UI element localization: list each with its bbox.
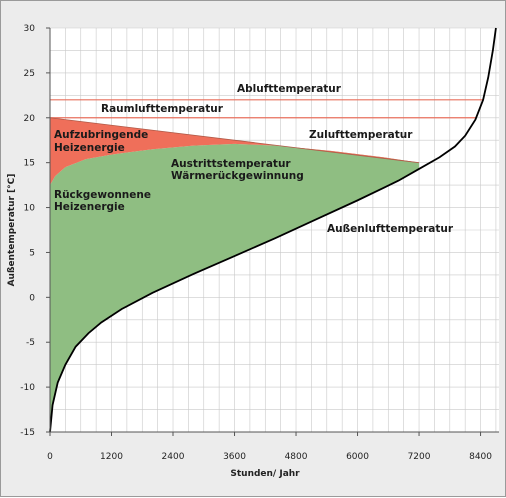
lines [49, 27, 497, 433]
label-recovered-1: Rückgewonnene [54, 189, 151, 201]
x-tick-label: 7200 [408, 452, 431, 462]
y-tick-label: 0 [29, 293, 35, 303]
x-tick-label: 3600 [223, 452, 246, 462]
x-tick-label: 8400 [469, 452, 492, 462]
area-recovered-heat [50, 143, 420, 432]
y-tick-label: -5 [26, 338, 35, 348]
x-tick-label: 6000 [346, 452, 369, 462]
x-axis-label: Stunden/ Jahr [230, 469, 300, 479]
label-austritt-2: Wärmerückgewinnung [171, 170, 304, 182]
y-tick-label: 20 [24, 114, 36, 124]
area-heating-energy [50, 117, 420, 186]
line-zuluft [49, 117, 420, 164]
label-abluft: Ablufttemperatur [237, 83, 342, 95]
x-tick-label: 1200 [100, 452, 123, 462]
x-tick-label: 0 [47, 452, 53, 462]
y-tick-label: -15 [20, 428, 35, 438]
y-tick-label: -10 [20, 383, 35, 393]
label-raumluft: Raumlufttemperatur [101, 103, 224, 115]
label-heating-1: Aufzubringende [54, 129, 148, 141]
y-tick-label: 10 [24, 204, 36, 214]
y-tick-label: 5 [29, 248, 35, 258]
y-tick-label: 30 [24, 24, 36, 34]
y-tick-label: 25 [24, 69, 35, 79]
label-aussen: Außenlufttemperatur [327, 223, 454, 235]
axes [49, 28, 499, 433]
label-zuluft: Zulufttemperatur [309, 129, 413, 141]
y-axis-label: Außentemperatur [°C] [7, 174, 17, 287]
x-tick-label: 4800 [285, 452, 308, 462]
y-tick-label: 15 [24, 159, 35, 169]
label-austritt-1: Austrittstemperatur [171, 158, 291, 170]
ticks: 0 1200 2400 3600 4800 6000 7200 8400 -15 -10 -5 0 5 1… [20, 24, 492, 462]
label-heating-2: Heizenergie [54, 142, 125, 154]
label-recovered-2: Heizenergie [54, 201, 125, 213]
x-tick-label: 2400 [162, 452, 185, 462]
line-aussenluft [49, 27, 497, 433]
